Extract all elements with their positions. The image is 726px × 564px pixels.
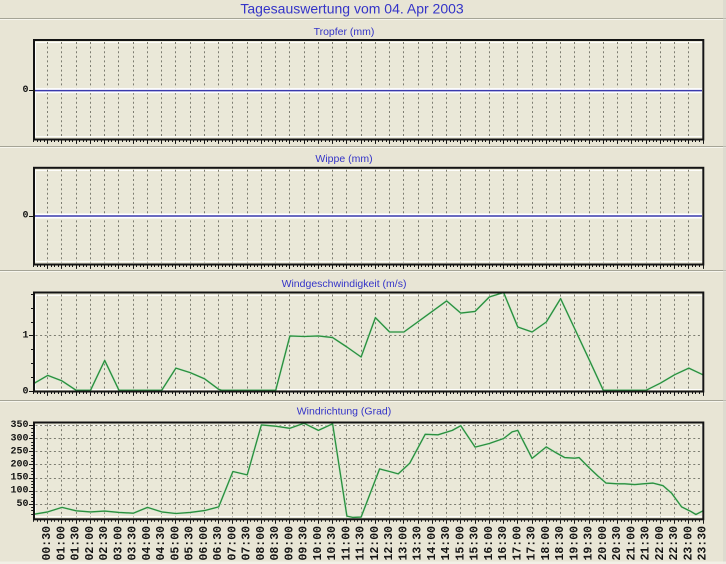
svg-text:23:00: 23:00 xyxy=(682,526,695,561)
svg-text:14:00: 14:00 xyxy=(426,526,439,561)
svg-text:02:00: 02:00 xyxy=(84,526,97,561)
svg-text:Windrichtung (Grad): Windrichtung (Grad) xyxy=(297,406,392,418)
svg-text:21:30: 21:30 xyxy=(640,526,653,561)
svg-text:13:30: 13:30 xyxy=(412,526,425,561)
svg-text:22:00: 22:00 xyxy=(654,526,667,561)
svg-text:15:00: 15:00 xyxy=(454,526,467,561)
svg-text:Tropfer (mm): Tropfer (mm) xyxy=(314,26,375,38)
svg-text:12:30: 12:30 xyxy=(383,526,396,561)
svg-text:20:30: 20:30 xyxy=(611,526,624,561)
svg-text:300: 300 xyxy=(10,433,28,444)
svg-text:0: 0 xyxy=(22,387,28,398)
svg-text:15:30: 15:30 xyxy=(469,526,482,561)
svg-text:250: 250 xyxy=(10,446,28,457)
svg-text:13:00: 13:00 xyxy=(397,526,410,561)
svg-text:150: 150 xyxy=(10,473,28,484)
svg-text:11:30: 11:30 xyxy=(355,526,368,561)
svg-text:16:00: 16:00 xyxy=(483,526,496,561)
svg-text:22:30: 22:30 xyxy=(668,526,681,561)
svg-text:01:00: 01:00 xyxy=(55,526,68,561)
svg-text:00:30: 00:30 xyxy=(41,526,54,561)
svg-text:08:00: 08:00 xyxy=(255,526,268,561)
svg-text:23:30: 23:30 xyxy=(697,526,710,561)
svg-text:03:30: 03:30 xyxy=(127,526,140,561)
svg-text:18:30: 18:30 xyxy=(554,526,567,561)
svg-text:Wippe (mm): Wippe (mm) xyxy=(315,153,372,165)
svg-text:Windgeschwindigkeit (m/s): Windgeschwindigkeit (m/s) xyxy=(282,278,407,290)
svg-text:05:00: 05:00 xyxy=(169,526,182,561)
svg-text:03:00: 03:00 xyxy=(112,526,125,561)
svg-text:0: 0 xyxy=(22,211,28,222)
svg-text:50: 50 xyxy=(16,499,28,510)
svg-text:200: 200 xyxy=(10,459,28,470)
svg-text:16:30: 16:30 xyxy=(497,526,510,561)
svg-text:09:00: 09:00 xyxy=(283,526,296,561)
svg-text:14:30: 14:30 xyxy=(440,526,453,561)
svg-text:18:00: 18:00 xyxy=(540,526,553,561)
svg-text:12:00: 12:00 xyxy=(369,526,382,561)
svg-text:07:30: 07:30 xyxy=(241,526,254,561)
svg-text:1: 1 xyxy=(22,330,28,341)
svg-text:10:30: 10:30 xyxy=(326,526,339,561)
svg-text:17:00: 17:00 xyxy=(511,526,524,561)
svg-text:17:30: 17:30 xyxy=(526,526,539,561)
svg-text:06:30: 06:30 xyxy=(212,526,225,561)
svg-text:06:00: 06:00 xyxy=(198,526,211,561)
svg-text:10:00: 10:00 xyxy=(312,526,325,561)
svg-text:11:00: 11:00 xyxy=(340,526,353,561)
svg-text:0: 0 xyxy=(22,85,28,96)
svg-text:21:00: 21:00 xyxy=(625,526,638,561)
svg-text:09:30: 09:30 xyxy=(298,526,311,561)
svg-text:Tagesauswertung vom 04. Apr 20: Tagesauswertung vom 04. Apr 2003 xyxy=(240,1,464,17)
svg-text:100: 100 xyxy=(10,486,28,497)
svg-text:350: 350 xyxy=(10,420,28,431)
svg-text:08:30: 08:30 xyxy=(269,526,282,561)
svg-text:04:30: 04:30 xyxy=(155,526,168,561)
svg-text:20:00: 20:00 xyxy=(597,526,610,561)
svg-text:19:30: 19:30 xyxy=(583,526,596,561)
svg-text:07:00: 07:00 xyxy=(226,526,239,561)
svg-text:05:30: 05:30 xyxy=(184,526,197,561)
svg-text:04:00: 04:00 xyxy=(141,526,154,561)
svg-text:19:00: 19:00 xyxy=(568,526,581,561)
svg-text:01:30: 01:30 xyxy=(70,526,83,561)
svg-text:02:30: 02:30 xyxy=(98,526,111,561)
